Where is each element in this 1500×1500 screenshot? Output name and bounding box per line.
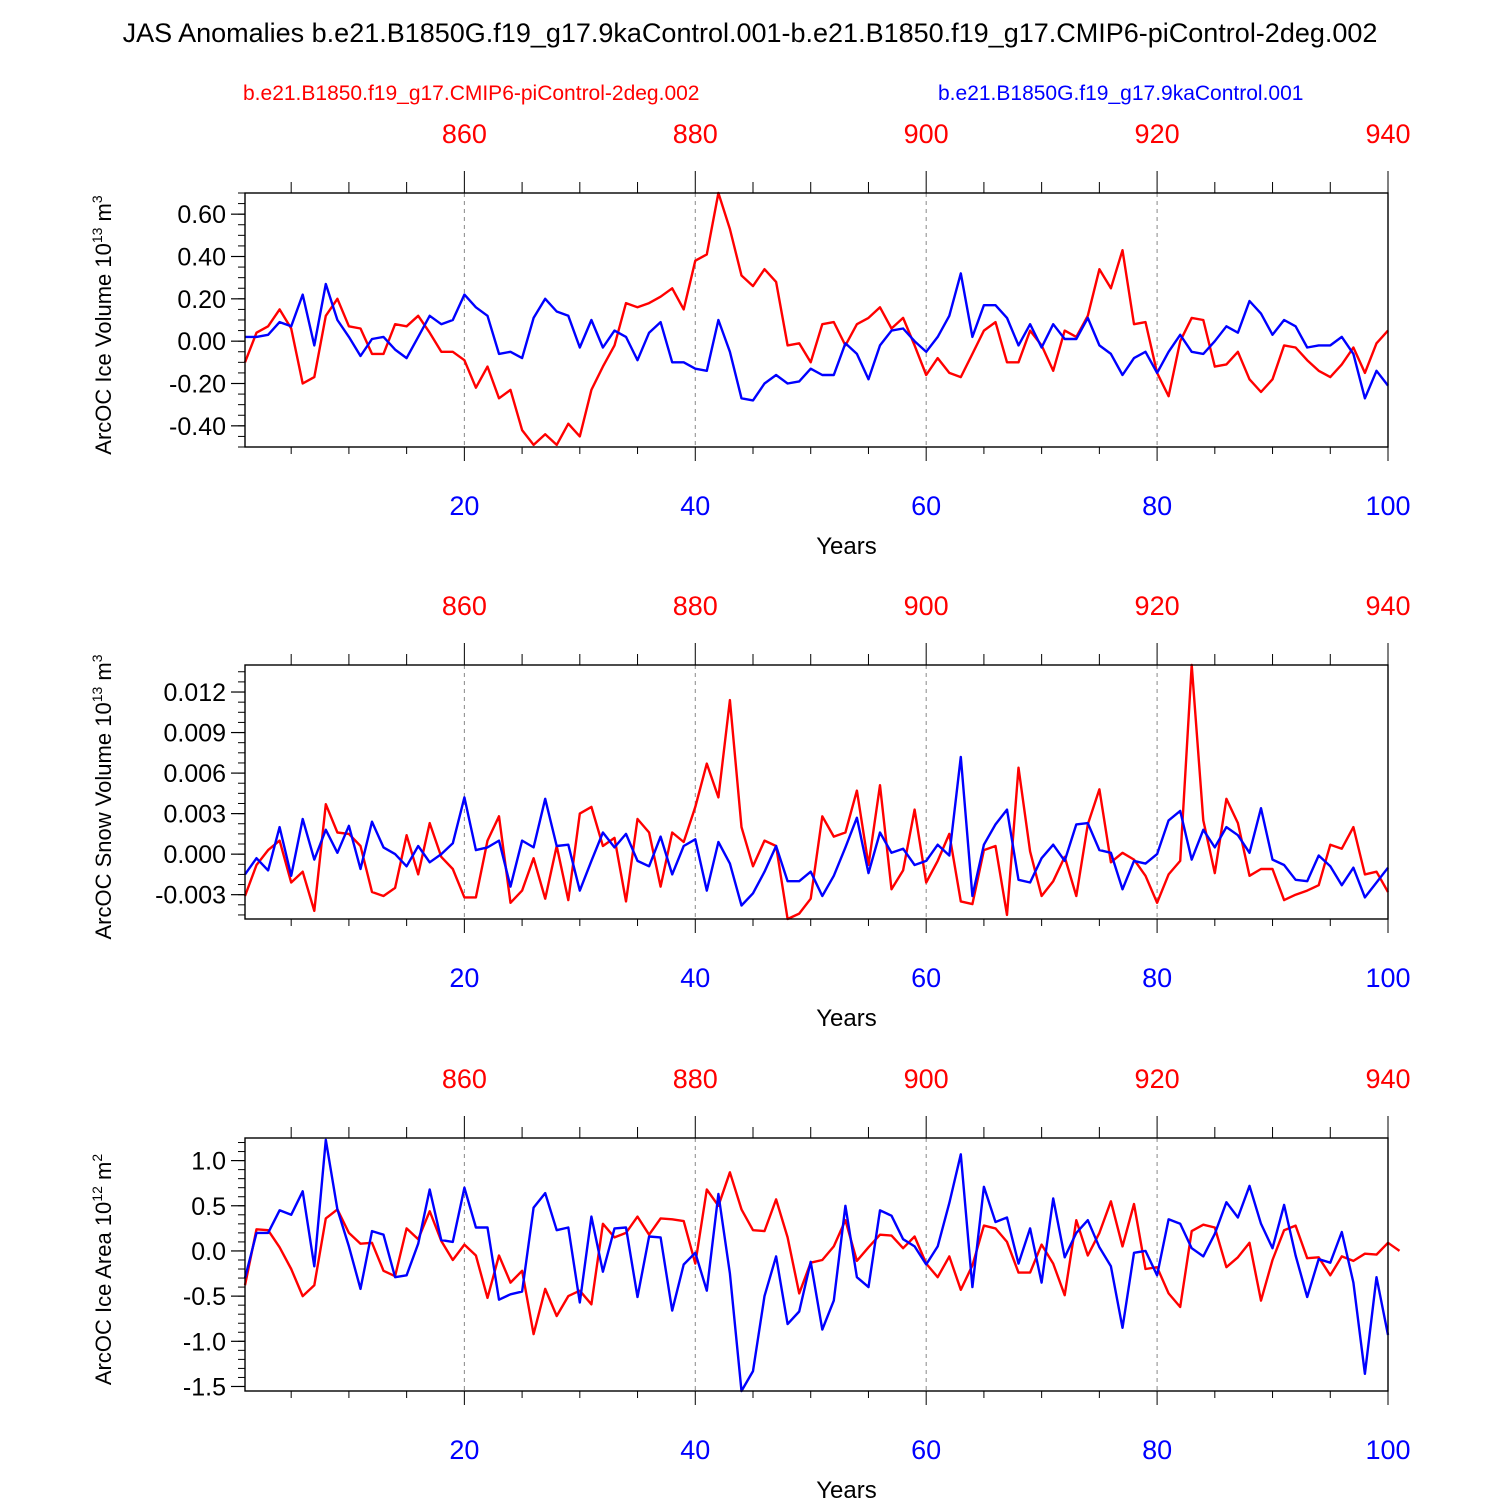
y-tick-label: 0.012 — [163, 679, 226, 707]
x-tick-label-top: 860 — [442, 591, 487, 621]
x-tick-label-bottom: 100 — [1365, 491, 1410, 521]
x-tick-label-top: 880 — [673, 119, 718, 149]
x-tick-label-bottom: 20 — [449, 491, 479, 521]
x-tick-label-bottom: 80 — [1142, 1435, 1172, 1465]
x-tick-label-top: 900 — [904, 1064, 949, 1094]
x-tick-label-top: 940 — [1365, 591, 1410, 621]
x-tick-label-top: 920 — [1135, 119, 1180, 149]
chart-panel-2: -0.003 0.000 0.003 0.006 0.009 0.012 20 40 60 80 1… — [89, 591, 1411, 1032]
x-tick-label-top: 920 — [1135, 1064, 1180, 1094]
x-tick-label-top: 860 — [442, 119, 487, 149]
y-axis-label: ArcOC Ice Area 1012 m2 — [89, 1154, 116, 1385]
x-axis-label: Years — [816, 533, 877, 560]
y-tick-label: 0.0 — [191, 1238, 226, 1266]
plot-frame — [244, 192, 1389, 448]
x-tick-label-bottom: 100 — [1365, 1435, 1410, 1465]
series-line-red — [243, 191, 1389, 447]
y-tick-label: -0.40 — [169, 413, 226, 441]
y-axis-label: ArcOC Snow Volume 1013 m3 — [89, 654, 116, 939]
plot-frame — [244, 664, 1389, 920]
y-tick-label: 0.003 — [163, 801, 226, 829]
x-axis-label: Years — [816, 1477, 877, 1500]
legend-blue-label: b.e21.B1850G.f19_g17.9kaControl.001 — [938, 82, 1304, 105]
y-tick-label: 0.60 — [177, 201, 226, 229]
x-tick-label-bottom: 40 — [680, 963, 710, 993]
series-line-red — [243, 663, 1390, 921]
y-tick-label: 0.006 — [163, 760, 226, 788]
x-axis-label: Years — [816, 1005, 877, 1032]
x-tick-label-bottom: 60 — [911, 491, 941, 521]
y-tick-label: 0.40 — [177, 244, 226, 272]
legend-red-label: b.e21.B1850.f19_g17.CMIP6-piControl-2deg… — [243, 82, 700, 105]
y-tick-label: 0.5 — [191, 1193, 226, 1221]
x-tick-label-top: 860 — [442, 1064, 487, 1094]
y-tick-label: 0.00 — [177, 328, 226, 356]
x-tick-label-top: 880 — [673, 1064, 718, 1094]
series-line-blue — [245, 272, 1389, 402]
series-line-blue — [244, 755, 1389, 907]
y-tick-label: -1.0 — [183, 1328, 226, 1356]
x-tick-label-bottom: 100 — [1365, 963, 1410, 993]
y-tick-label: -0.003 — [155, 882, 226, 910]
x-tick-label-bottom: 20 — [449, 963, 479, 993]
x-tick-label-top: 880 — [673, 591, 718, 621]
x-tick-label-top: 900 — [904, 591, 949, 621]
chart-panel-1: -0.40 -0.20 0.00 0.20 0.40 0.60 20 40 60 80 100 860… — [89, 119, 1411, 560]
y-tick-label: 0.20 — [177, 286, 226, 314]
y-tick-label: 0.000 — [163, 841, 226, 869]
chart-panel-3: -1.5 -1.0 -0.5 0.0 0.5 1.0 20 40 60 80 100 860 880 90… — [89, 1064, 1411, 1500]
x-tick-label-bottom: 60 — [911, 1435, 941, 1465]
x-tick-label-top: 900 — [904, 119, 949, 149]
y-axis-label: ArcOC Ice Volume 1013 m3 — [89, 195, 116, 455]
y-tick-label: 0.009 — [163, 720, 226, 748]
x-tick-label-top: 920 — [1135, 591, 1180, 621]
y-tick-label: -0.5 — [183, 1283, 226, 1311]
series-line-red — [243, 1171, 1401, 1336]
y-tick-label: -1.5 — [183, 1373, 226, 1401]
x-tick-label-bottom: 60 — [911, 963, 941, 993]
x-tick-label-top: 940 — [1365, 119, 1410, 149]
y-tick-label: 1.0 — [191, 1148, 226, 1176]
plot-frame — [244, 1137, 1389, 1392]
chart-title: JAS Anomalies b.e21.B1850G.f19_g17.9kaCo… — [122, 18, 1378, 48]
x-tick-label-bottom: 80 — [1142, 491, 1172, 521]
x-tick-label-bottom: 80 — [1142, 963, 1172, 993]
x-tick-label-top: 940 — [1365, 1064, 1410, 1094]
y-tick-label: -0.20 — [169, 371, 226, 399]
x-tick-label-bottom: 40 — [680, 1435, 710, 1465]
series-line-blue — [243, 1138, 1390, 1393]
x-tick-label-bottom: 40 — [680, 491, 710, 521]
x-tick-label-bottom: 20 — [449, 1435, 479, 1465]
